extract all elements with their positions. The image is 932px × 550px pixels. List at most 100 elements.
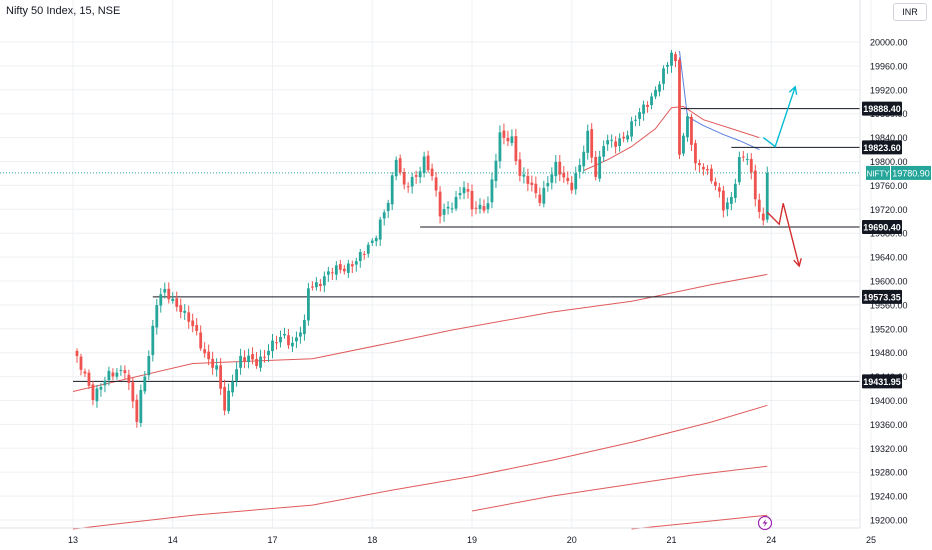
- candle-body: [83, 371, 87, 374]
- price-tick-label: 20000.00: [870, 38, 908, 48]
- candle-body: [314, 282, 318, 288]
- candle-body: [638, 112, 641, 119]
- level-label: 19690.40: [862, 219, 902, 234]
- candle-body: [311, 286, 314, 288]
- candle-body: [502, 130, 506, 138]
- candle: [179, 298, 183, 319]
- candle: [622, 131, 626, 143]
- ma-line: [471, 465, 768, 512]
- candle: [374, 235, 378, 247]
- level-label-bg: [862, 289, 902, 304]
- candle-body: [710, 168, 713, 182]
- candle: [430, 163, 434, 181]
- candle: [414, 170, 418, 184]
- candle-body: [426, 155, 430, 171]
- candle: [279, 330, 282, 348]
- candle: [219, 358, 223, 396]
- candle-body: [207, 351, 211, 360]
- candle-body: [462, 187, 466, 194]
- candle: [418, 166, 422, 184]
- candle: [263, 350, 266, 363]
- candle: [765, 166, 769, 223]
- candle-body: [287, 335, 290, 346]
- candle: [99, 383, 103, 397]
- price-tick-label: 19600.00: [870, 277, 908, 287]
- candle: [155, 299, 159, 335]
- candle: [610, 134, 614, 148]
- candle: [590, 123, 594, 164]
- grid: [0, 0, 872, 528]
- candle: [725, 197, 729, 217]
- candle-body: [231, 381, 234, 393]
- candle: [314, 277, 318, 291]
- candle-body: [450, 208, 454, 210]
- moving-averages: [72, 50, 768, 530]
- candle-body: [741, 156, 745, 158]
- candle-body: [478, 204, 482, 209]
- candle: [458, 186, 462, 200]
- candle: [203, 342, 207, 358]
- candle: [474, 201, 478, 215]
- price-tick-label: 19520.00: [870, 324, 908, 334]
- candle-body: [558, 161, 562, 175]
- candle-body: [143, 376, 147, 392]
- candle: [354, 257, 358, 272]
- candle-body: [251, 354, 254, 360]
- candle: [326, 266, 330, 282]
- candle: [223, 379, 227, 416]
- candle-body: [630, 121, 633, 137]
- candle: [187, 305, 191, 329]
- candle-body: [79, 356, 83, 370]
- candle-body: [626, 135, 630, 140]
- candle-body: [295, 337, 298, 342]
- candle-body: [522, 174, 526, 177]
- candle: [79, 353, 83, 376]
- last-price-name-bg: [866, 165, 890, 180]
- candle: [713, 177, 717, 191]
- price-tick-label: 19800.00: [870, 157, 908, 167]
- candle-body: [550, 174, 554, 183]
- candle: [650, 92, 653, 110]
- candle-body: [765, 172, 769, 220]
- candle-body: [263, 356, 266, 358]
- candle: [450, 202, 454, 214]
- candle-body: [414, 175, 418, 177]
- candle-body: [119, 369, 123, 371]
- candle: [251, 347, 254, 365]
- candle: [171, 292, 175, 304]
- candle-body: [610, 139, 614, 141]
- candle: [334, 261, 338, 281]
- candle: [570, 176, 574, 194]
- candle: [546, 176, 550, 192]
- candle: [574, 166, 578, 195]
- time-axis[interactable]: 13 14 17 18 19 20 21 24 25: [68, 535, 876, 545]
- candle-body: [670, 52, 673, 66]
- candle-body: [107, 370, 111, 381]
- candlesticks: [75, 50, 769, 428]
- price-tick-label: 19560.00: [870, 300, 908, 310]
- candle-body: [706, 169, 709, 171]
- lightning-icon[interactable]: [757, 515, 773, 531]
- candle: [410, 172, 414, 194]
- ma-line: [72, 404, 768, 530]
- candle-body: [179, 305, 183, 313]
- candle-body: [191, 320, 195, 327]
- candle: [167, 282, 171, 304]
- candle-body: [482, 206, 486, 211]
- last-price-value: 19780.90: [892, 168, 930, 178]
- currency-button[interactable]: INR: [893, 3, 927, 21]
- candle: [674, 51, 677, 68]
- candle: [370, 238, 374, 246]
- candle-body: [530, 182, 534, 185]
- price-tick-label: 19200.00: [870, 516, 908, 526]
- candle: [127, 369, 131, 391]
- candle-body: [602, 146, 606, 157]
- candle: [630, 116, 633, 142]
- candle: [737, 151, 741, 185]
- ma-line: [583, 105, 760, 171]
- candle: [91, 381, 95, 406]
- candle-body: [223, 386, 227, 411]
- candle-body: [307, 288, 310, 321]
